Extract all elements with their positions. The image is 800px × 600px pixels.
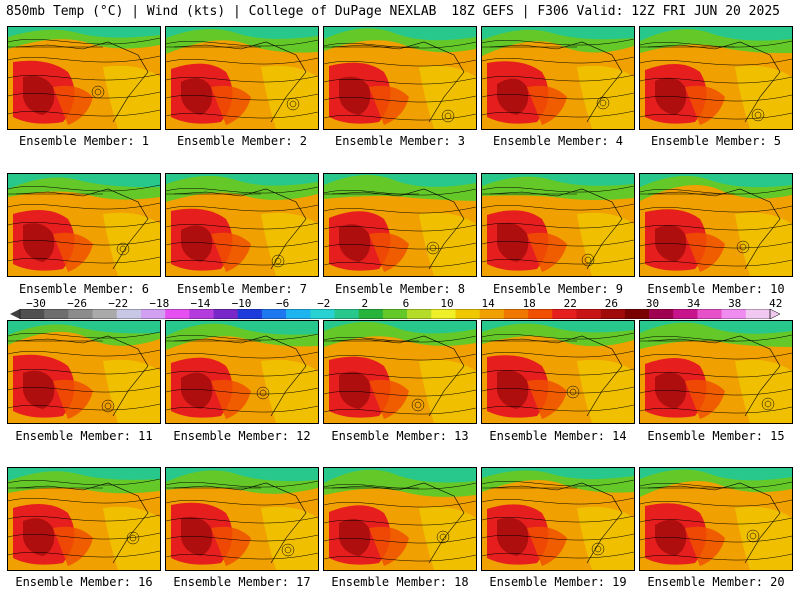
colorbar-swatch	[165, 309, 190, 319]
colorbar-swatch	[649, 309, 674, 319]
ensemble-member-label: Ensemble Member: 13	[331, 429, 469, 443]
colorbar-tick-label: 2	[361, 297, 369, 310]
colorbar-tick-label: 18	[522, 297, 536, 310]
colorbar-swatch	[20, 309, 45, 319]
ensemble-member-label: Ensemble Member: 3	[334, 134, 466, 148]
colorbar-tick-label: −6	[275, 297, 290, 310]
colorbar-tick-label: 14	[481, 297, 495, 310]
ensemble-member-label: Ensemble Member: 20	[647, 575, 785, 589]
colorbar-swatch	[44, 309, 69, 319]
ensemble-map-15	[639, 320, 793, 424]
ensemble-map-7	[165, 173, 319, 277]
ensemble-map-11	[7, 320, 161, 424]
colorbar-swatch	[624, 309, 650, 319]
ensemble-member-label: Ensemble Member: 14	[489, 429, 627, 443]
ensemble-map-6	[7, 173, 161, 277]
ensemble-map-18	[323, 467, 477, 571]
ensemble-map-1	[7, 26, 161, 130]
colorbar-tick-label: 42	[769, 297, 783, 310]
colorbar-swatch	[261, 309, 287, 319]
colorbar-swatch	[382, 309, 408, 319]
colorbar-tick-label: 10	[440, 297, 454, 310]
ensemble-member-label: Ensemble Member: 7	[176, 282, 308, 296]
colorbar-swatch	[334, 309, 360, 319]
ensemble-map-8	[323, 173, 477, 277]
ensemble-member-label: Ensemble Member: 15	[647, 429, 785, 443]
ensemble-map-9	[481, 173, 635, 277]
ensemble-map-14	[481, 320, 635, 424]
ensemble-member-label: Ensemble Member: 2	[176, 134, 308, 148]
colorbar-swatch	[68, 309, 93, 319]
ensemble-map-13	[323, 320, 477, 424]
colorbar-swatch	[503, 309, 529, 319]
colorbar-swatch	[745, 309, 771, 319]
colorbar-swatch	[697, 309, 722, 319]
colorbar-tick-label: −22	[108, 297, 129, 310]
colorbar-tick-label: 26	[604, 297, 619, 310]
ensemble-member-label: Ensemble Member: 4	[492, 134, 624, 148]
colorbar-swatch	[92, 309, 118, 319]
colorbar-swatch	[213, 309, 239, 319]
ensemble-map-12	[165, 320, 319, 424]
ensemble-member-label: Ensemble Member: 18	[331, 575, 469, 589]
ensemble-member-label: Ensemble Member: 11	[15, 429, 153, 443]
map-title: 850mb Temp (°C) | Wind (kts) | College o…	[6, 4, 437, 19]
ensemble-map-2	[165, 26, 319, 130]
colorbar-tick-label: −14	[190, 297, 211, 310]
ensemble-member-label: Ensemble Member: 8	[334, 282, 466, 296]
colorbar-swatch	[189, 309, 214, 319]
ensemble-map-20	[639, 467, 793, 571]
ensemble-member-label: Ensemble Member: 16	[15, 575, 153, 589]
colorbar-tick-label: 22	[563, 297, 577, 310]
ensemble-member-label: Ensemble Member: 6	[18, 282, 150, 296]
colorbar-tick-label: 30	[645, 297, 660, 310]
colorbar-swatch	[116, 309, 142, 319]
colorbar-swatch	[528, 309, 553, 319]
colorbar-tick-label: −18	[149, 297, 170, 310]
ensemble-member-label: Ensemble Member: 12	[173, 429, 311, 443]
ensemble-member-label: Ensemble Member: 1	[18, 134, 150, 148]
colorbar-tick-label: −2	[317, 297, 331, 310]
colorbar-swatch	[358, 309, 384, 319]
colorbar-swatch	[600, 309, 626, 319]
colorbar-swatch	[673, 309, 698, 319]
colorbar-tick-label: −30	[26, 297, 46, 310]
ensemble-member-label: Ensemble Member: 17	[173, 575, 311, 589]
ensemble-map-16	[7, 467, 161, 571]
ensemble-map-17	[165, 467, 319, 571]
colorbar-swatch	[576, 309, 601, 319]
colorbar-tick-label: 34	[686, 297, 701, 310]
ensemble-map-3	[323, 26, 477, 130]
colorbar-swatch	[237, 309, 263, 319]
ensemble-member-label: Ensemble Member: 19	[489, 575, 627, 589]
colorbar-swatch	[407, 309, 432, 319]
colorbar-swatch	[721, 309, 747, 319]
colorbar-tick-label: 38	[728, 297, 742, 310]
run-valid-time: 18Z GEFS | F306 Valid: 12Z FRI JUN 20 20…	[451, 4, 780, 19]
colorbar-tick-label: −10	[231, 297, 252, 310]
colorbar-swatch	[286, 309, 311, 319]
ensemble-map-4	[481, 26, 635, 130]
ensemble-map-10	[639, 173, 793, 277]
colorbar-swatch	[455, 309, 480, 319]
colorbar-tick-label: 6	[402, 297, 410, 310]
ensemble-member-label: Ensemble Member: 10	[647, 282, 785, 296]
ensemble-member-label: Ensemble Member: 9	[492, 282, 624, 296]
colorbar-swatch	[431, 309, 456, 319]
colorbar-swatch	[552, 309, 577, 319]
temperature-colorbar	[10, 309, 780, 319]
ensemble-member-label: Ensemble Member: 5	[650, 134, 782, 148]
colorbar-tick-label: −26	[67, 297, 88, 310]
colorbar-swatch	[479, 309, 505, 319]
colorbar-swatch	[140, 309, 166, 319]
colorbar-swatch	[310, 309, 335, 319]
ensemble-map-19	[481, 467, 635, 571]
ensemble-map-5	[639, 26, 793, 130]
